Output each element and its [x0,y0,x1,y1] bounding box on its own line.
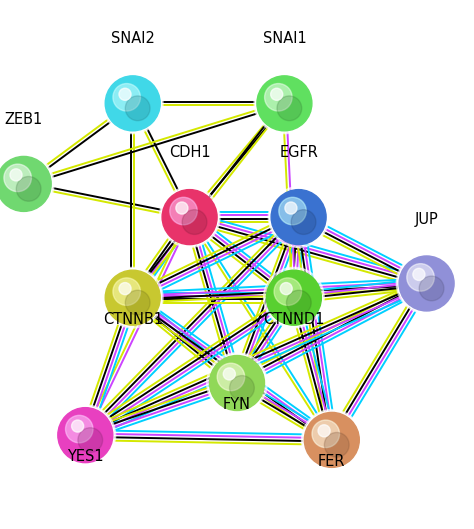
Text: CDH1: CDH1 [169,145,210,160]
Circle shape [162,189,217,244]
Circle shape [113,84,140,111]
Text: ZEB1: ZEB1 [5,112,43,127]
Circle shape [113,278,140,305]
Circle shape [271,88,283,101]
Circle shape [102,73,163,134]
Text: JUP: JUP [415,212,438,226]
Circle shape [119,88,131,101]
Circle shape [72,420,84,432]
Circle shape [279,197,306,225]
Text: CTNNB1: CTNNB1 [103,312,163,327]
Circle shape [312,420,339,448]
Circle shape [210,355,264,411]
Circle shape [271,189,326,244]
Circle shape [207,353,267,413]
Circle shape [105,76,160,131]
Circle shape [65,415,93,443]
Circle shape [304,413,359,468]
Circle shape [58,408,113,463]
Circle shape [254,73,315,134]
Circle shape [399,256,454,311]
Circle shape [396,253,457,314]
Circle shape [4,164,31,191]
Circle shape [176,202,188,214]
Circle shape [105,270,160,325]
Circle shape [0,153,54,214]
Text: FYN: FYN [223,397,251,412]
Text: SNAI1: SNAI1 [263,31,306,47]
Circle shape [229,376,255,400]
Circle shape [159,187,220,248]
Circle shape [55,405,116,466]
Circle shape [170,197,197,225]
Circle shape [10,169,22,181]
Circle shape [274,278,301,305]
Circle shape [0,157,51,212]
Circle shape [266,270,321,325]
Text: YES1: YES1 [67,449,104,464]
Circle shape [324,432,349,457]
Text: EGFR: EGFR [279,145,318,160]
Circle shape [217,363,245,391]
Circle shape [119,282,131,295]
Circle shape [268,187,329,248]
Circle shape [407,263,434,291]
Text: CTNND1: CTNND1 [263,312,325,327]
Circle shape [78,428,103,452]
Circle shape [318,425,330,437]
Circle shape [286,290,311,315]
Text: FER: FER [318,454,346,469]
Circle shape [125,290,150,315]
Circle shape [102,267,163,328]
Circle shape [285,202,297,214]
Circle shape [223,368,236,380]
Circle shape [16,177,41,201]
Circle shape [413,268,425,280]
Circle shape [125,96,150,121]
Circle shape [419,276,444,301]
Text: SNAI2: SNAI2 [111,31,155,47]
Circle shape [277,96,302,121]
Circle shape [264,267,324,328]
Circle shape [280,282,292,295]
Circle shape [257,76,312,131]
Circle shape [291,209,316,234]
Circle shape [301,409,362,470]
Circle shape [264,84,292,111]
Circle shape [182,209,207,234]
